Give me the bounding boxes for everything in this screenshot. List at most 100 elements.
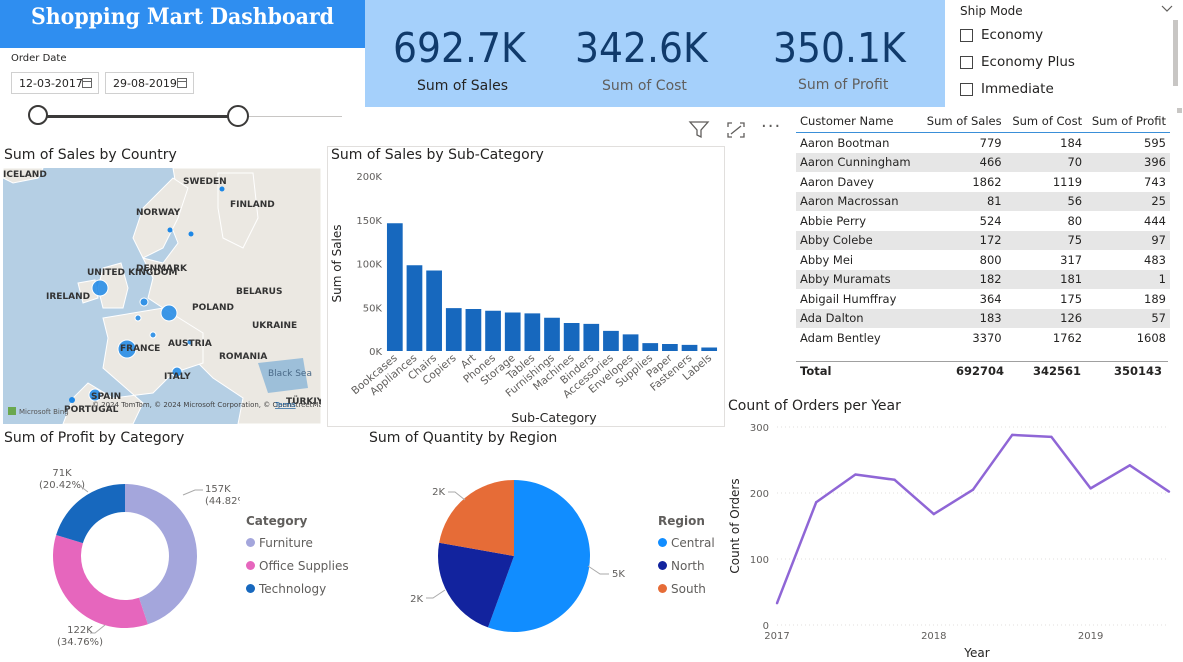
map-bubble[interactable] bbox=[167, 227, 173, 233]
bar[interactable] bbox=[485, 310, 501, 351]
bar[interactable] bbox=[701, 347, 718, 352]
legend-item[interactable]: Furniture bbox=[246, 531, 349, 554]
line-point[interactable] bbox=[1050, 435, 1053, 439]
legend-item[interactable]: South bbox=[658, 577, 715, 600]
map-bubble[interactable] bbox=[186, 338, 194, 346]
line-point[interactable] bbox=[971, 488, 975, 491]
table-row[interactable]: Aaron Cunningham 466 70 396 bbox=[796, 152, 1170, 172]
profit-donut-chart[interactable]: 157K(44.82%) 122K(34.76%) 71K(20.42%) bbox=[0, 450, 240, 655]
calendar-icon[interactable] bbox=[177, 78, 187, 88]
map-attribution: © 2024 TomTom, © 2024 Microsoft Corporat… bbox=[92, 401, 321, 409]
line-point[interactable] bbox=[775, 602, 779, 605]
more-options-icon[interactable]: ··· bbox=[761, 116, 782, 137]
table-row[interactable]: Abby Muramats 182 181 1 bbox=[796, 269, 1170, 289]
column-header[interactable]: Customer Name bbox=[796, 110, 921, 133]
column-header[interactable]: Sum of Profit bbox=[1086, 110, 1170, 133]
date-slider-track[interactable] bbox=[40, 115, 238, 118]
pie-slice[interactable] bbox=[488, 480, 590, 632]
column-header[interactable]: Sum of Sales bbox=[920, 110, 1006, 133]
map-bubble[interactable] bbox=[171, 366, 183, 378]
bar[interactable] bbox=[662, 344, 678, 351]
table-row[interactable]: Aaron Macrossan 81 56 25 bbox=[796, 191, 1170, 211]
bar[interactable] bbox=[583, 323, 600, 351]
line-point[interactable] bbox=[1167, 490, 1171, 493]
date-slider-start-handle[interactable] bbox=[28, 105, 48, 125]
table-row[interactable]: Abigail Humffray 364 175 189 bbox=[796, 289, 1170, 309]
checkbox[interactable] bbox=[960, 28, 973, 42]
map-bubble[interactable] bbox=[134, 314, 142, 322]
line-series[interactable] bbox=[775, 433, 1170, 604]
pie-slice[interactable] bbox=[439, 480, 514, 556]
map-bubble[interactable] bbox=[117, 339, 137, 359]
subcat-bar-chart[interactable]: 0K50K100K150K200KBookcasesAppliancesChai… bbox=[327, 166, 725, 426]
table-row[interactable]: Abbie Perry 524 80 444 bbox=[796, 211, 1170, 231]
bar[interactable] bbox=[504, 312, 521, 352]
line-point[interactable] bbox=[1011, 433, 1014, 437]
bar[interactable] bbox=[544, 317, 560, 351]
legend-item[interactable]: Office Supplies bbox=[246, 554, 349, 577]
line-point[interactable] bbox=[815, 501, 818, 504]
map-bubble[interactable] bbox=[88, 388, 102, 402]
donut-slice[interactable] bbox=[53, 534, 148, 628]
table-row[interactable]: Abby Colebe 172 75 97 bbox=[796, 230, 1170, 250]
bar[interactable] bbox=[386, 223, 403, 351]
map-bubble[interactable] bbox=[91, 279, 109, 297]
map-terms-link[interactable]: Terms bbox=[274, 401, 296, 409]
slicer-scrollbar[interactable] bbox=[1173, 20, 1178, 86]
line-point[interactable] bbox=[1089, 487, 1092, 490]
customer-table-viewport[interactable]: Customer Name Sum of Sales Sum of Cost Sum … bbox=[796, 110, 1170, 362]
ship-mode-option-economy[interactable]: Economy bbox=[960, 27, 1043, 43]
date-slider-end-handle[interactable] bbox=[227, 105, 249, 127]
map-bubble[interactable] bbox=[160, 304, 178, 322]
calendar-icon[interactable] bbox=[82, 78, 92, 88]
ship-mode-option-immediate[interactable]: Immediate bbox=[960, 81, 1054, 97]
map-label: IRELAND bbox=[46, 292, 90, 302]
bar[interactable] bbox=[406, 265, 423, 351]
line-point[interactable] bbox=[854, 473, 857, 476]
page-title: Shopping Mart Dashboard bbox=[31, 4, 334, 30]
checkbox[interactable] bbox=[960, 55, 973, 69]
map-bubble[interactable] bbox=[139, 297, 149, 307]
map-bubble[interactable] bbox=[188, 231, 194, 237]
bar[interactable] bbox=[603, 330, 619, 351]
table-row[interactable]: Aaron Bootman 779 184 595 bbox=[796, 133, 1170, 153]
bar[interactable] bbox=[524, 313, 541, 351]
bar[interactable] bbox=[426, 270, 442, 352]
table-row[interactable]: Aaron Davey 1862 1119 743 bbox=[796, 172, 1170, 192]
chevron-down-icon[interactable] bbox=[1161, 5, 1173, 13]
line-point[interactable] bbox=[932, 512, 935, 516]
column-header[interactable]: Sum of Cost bbox=[1005, 110, 1087, 133]
orders-line-chart[interactable]: 0 100 200 300 2017 2018 2019 Count of Orders Yea… bbox=[725, 415, 1180, 660]
legend-label: Office Supplies bbox=[259, 558, 349, 573]
bar[interactable] bbox=[642, 343, 659, 351]
region-pie-chart[interactable]: 5K 2K 2K bbox=[395, 460, 645, 650]
table-scroll-up[interactable] bbox=[1177, 108, 1182, 113]
sales-map[interactable]: ICELAND SWEDEN FINLAND NORWAY UNITED KIN… bbox=[3, 168, 321, 424]
line-point[interactable] bbox=[893, 478, 896, 481]
bar[interactable] bbox=[445, 308, 462, 351]
line-point[interactable] bbox=[1128, 464, 1131, 467]
table-row[interactable]: Abby Mei 800 317 483 bbox=[796, 250, 1170, 270]
bar[interactable] bbox=[465, 309, 482, 351]
donut-slice[interactable] bbox=[125, 484, 198, 625]
legend-item[interactable]: Technology bbox=[246, 577, 349, 600]
table-row[interactable]: Ada Dalton 183 126 57 bbox=[796, 308, 1170, 328]
filter-icon[interactable] bbox=[688, 120, 710, 140]
map-bubble[interactable] bbox=[219, 186, 225, 192]
start-date-field[interactable]: 12-03-2017 bbox=[11, 72, 99, 94]
map-bubble[interactable] bbox=[149, 331, 157, 339]
end-date-field[interactable]: 29-08-2019 bbox=[105, 72, 194, 94]
donut-slice[interactable] bbox=[56, 484, 125, 544]
focus-mode-icon[interactable] bbox=[726, 121, 746, 139]
table-cell: 595 bbox=[1144, 135, 1166, 150]
legend-item[interactable]: North bbox=[658, 554, 715, 577]
checkbox[interactable] bbox=[960, 82, 973, 96]
map-bubble[interactable] bbox=[69, 397, 75, 403]
bar[interactable] bbox=[563, 323, 580, 351]
pie-slice[interactable] bbox=[438, 542, 514, 628]
bar[interactable] bbox=[622, 334, 639, 351]
ship-mode-option-economy-plus[interactable]: Economy Plus bbox=[960, 54, 1075, 70]
legend-item[interactable]: Central bbox=[658, 531, 715, 554]
bar[interactable] bbox=[681, 344, 698, 351]
table-row[interactable]: Adam Bentley 3370 1762 1608 bbox=[796, 328, 1170, 348]
